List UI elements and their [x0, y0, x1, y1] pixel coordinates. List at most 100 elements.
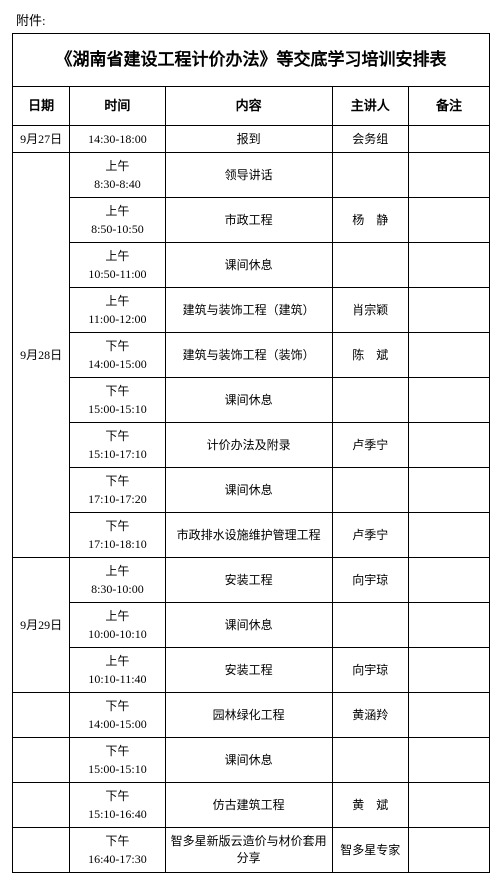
table-row: 9月27日14:30-18:00报到会务组 — [13, 125, 490, 152]
time-cell: 下午16:40-17:30 — [70, 827, 165, 872]
col-header-note: 备注 — [408, 86, 489, 125]
content-cell: 安装工程 — [165, 557, 332, 602]
note-cell — [408, 287, 489, 332]
note-cell — [408, 377, 489, 422]
speaker-cell: 杨 静 — [332, 197, 408, 242]
title-row: 《湖南省建设工程计价办法》等交底学习培训安排表 — [13, 34, 490, 87]
time-period-label: 上午 — [105, 564, 129, 578]
time-cell: 下午17:10-17:20 — [70, 467, 165, 512]
content-cell: 课间休息 — [165, 737, 332, 782]
time-range-label: 10:10-11:40 — [88, 672, 146, 686]
time-period-label: 下午 — [105, 744, 129, 758]
speaker-cell — [332, 602, 408, 647]
time-range-label: 8:50-10:50 — [91, 222, 144, 236]
table-row: 9月28日上午8:30-8:40领导讲话 — [13, 152, 490, 197]
content-cell: 市政工程 — [165, 197, 332, 242]
date-cell — [13, 827, 70, 872]
content-cell: 课间休息 — [165, 602, 332, 647]
time-cell: 上午 10:00-10:10 — [70, 602, 165, 647]
speaker-cell: 智多星专家 — [332, 827, 408, 872]
table-row: 下午14:00-15:00园林绿化工程黄涵羚 — [13, 692, 490, 737]
col-header-time: 时间 — [70, 86, 165, 125]
table-row: 上午10:50-11:00课间休息 — [13, 242, 490, 287]
date-cell — [13, 782, 70, 827]
content-cell: 领导讲话 — [165, 152, 332, 197]
content-cell: 课间休息 — [165, 377, 332, 422]
time-period-label: 下午 — [105, 519, 129, 533]
speaker-cell: 肖宗颖 — [332, 287, 408, 332]
note-cell — [408, 782, 489, 827]
time-range-label: 10:00-10:10 — [88, 627, 147, 641]
time-period-label: 上午 — [105, 294, 129, 308]
speaker-cell — [332, 242, 408, 287]
content-cell: 课间休息 — [165, 467, 332, 512]
content-cell: 课间休息 — [165, 242, 332, 287]
note-cell — [408, 737, 489, 782]
time-cell: 上午8:50-10:50 — [70, 197, 165, 242]
time-period-label: 上午 — [105, 159, 129, 173]
table-row: 上午 10:00-10:10 课间休息 — [13, 602, 490, 647]
content-cell: 建筑与装饰工程（建筑） — [165, 287, 332, 332]
time-range-label: 16:40-17:30 — [88, 852, 147, 866]
content-cell: 园林绿化工程 — [165, 692, 332, 737]
table-row: 下午15:00-15:10课间休息 — [13, 737, 490, 782]
note-cell — [408, 692, 489, 737]
time-cell: 下午15:10-16:40 — [70, 782, 165, 827]
time-period-label: 上午 — [105, 249, 129, 263]
note-cell — [408, 152, 489, 197]
table-row: 下午15:00-15:10课间休息 — [13, 377, 490, 422]
table-row: 上午 10:10-11:40 安装工程向宇琼 — [13, 647, 490, 692]
speaker-cell — [332, 737, 408, 782]
time-range-label: 8:30-8:40 — [94, 177, 141, 191]
speaker-cell: 黄 斌 — [332, 782, 408, 827]
date-cell — [13, 692, 70, 737]
speaker-cell: 向宇琼 — [332, 557, 408, 602]
note-cell — [408, 827, 489, 872]
time-cell: 下午14:00-15:00 — [70, 692, 165, 737]
table-row: 下午17:10-18:10市政排水设施维护管理工程卢季宁 — [13, 512, 490, 557]
speaker-cell: 会务组 — [332, 125, 408, 152]
note-cell — [408, 332, 489, 377]
content-cell: 建筑与装饰工程（装饰） — [165, 332, 332, 377]
note-cell — [408, 512, 489, 557]
speaker-cell — [332, 467, 408, 512]
time-period-label: 上午 — [105, 654, 129, 668]
time-range-label: 14:00-15:00 — [88, 357, 147, 371]
col-header-content: 内容 — [165, 86, 332, 125]
table-row: 下午17:10-17:20课间休息 — [13, 467, 490, 512]
time-range-label: 17:10-18:10 — [88, 537, 147, 551]
table-row: 上午8:50-10:50市政工程杨 静 — [13, 197, 490, 242]
date-cell: 9月28日 — [13, 152, 70, 557]
attachment-label: 附件: — [16, 10, 490, 29]
time-period-label: 下午 — [105, 429, 129, 443]
content-cell: 市政排水设施维护管理工程 — [165, 512, 332, 557]
speaker-cell: 卢季宁 — [332, 422, 408, 467]
speaker-cell: 黄涵羚 — [332, 692, 408, 737]
note-cell — [408, 602, 489, 647]
time-cell: 上午 11:00-12:00 — [70, 287, 165, 332]
table-row: 下午 15:10-17:10 计价办法及附录卢季宁 — [13, 422, 490, 467]
time-cell: 下午15:00-15:10 — [70, 377, 165, 422]
table-row: 下午15:10-16:40仿古建筑工程黄 斌 — [13, 782, 490, 827]
note-cell — [408, 125, 489, 152]
note-cell — [408, 422, 489, 467]
note-cell — [408, 467, 489, 512]
table-row: 9月29日上午8:30-10:00安装工程向宇琼 — [13, 557, 490, 602]
time-period-label: 下午 — [105, 384, 129, 398]
note-cell — [408, 197, 489, 242]
time-range-label: 15:10-17:10 — [88, 447, 147, 461]
time-cell: 下午14:00-15:00 — [70, 332, 165, 377]
time-cell: 下午 15:10-17:10 — [70, 422, 165, 467]
time-range-label: 14:00-15:00 — [88, 717, 147, 731]
time-period-label: 下午 — [105, 789, 129, 803]
speaker-cell: 向宇琼 — [332, 647, 408, 692]
time-range-label: 17:10-17:20 — [88, 492, 147, 506]
time-period-label: 上午 — [105, 609, 129, 623]
date-cell — [13, 737, 70, 782]
content-cell: 计价办法及附录 — [165, 422, 332, 467]
time-cell: 14:30-18:00 — [70, 125, 165, 152]
speaker-cell — [332, 152, 408, 197]
time-range-label: 11:00-12:00 — [88, 312, 146, 326]
time-cell: 上午10:50-11:00 — [70, 242, 165, 287]
content-cell: 安装工程 — [165, 647, 332, 692]
